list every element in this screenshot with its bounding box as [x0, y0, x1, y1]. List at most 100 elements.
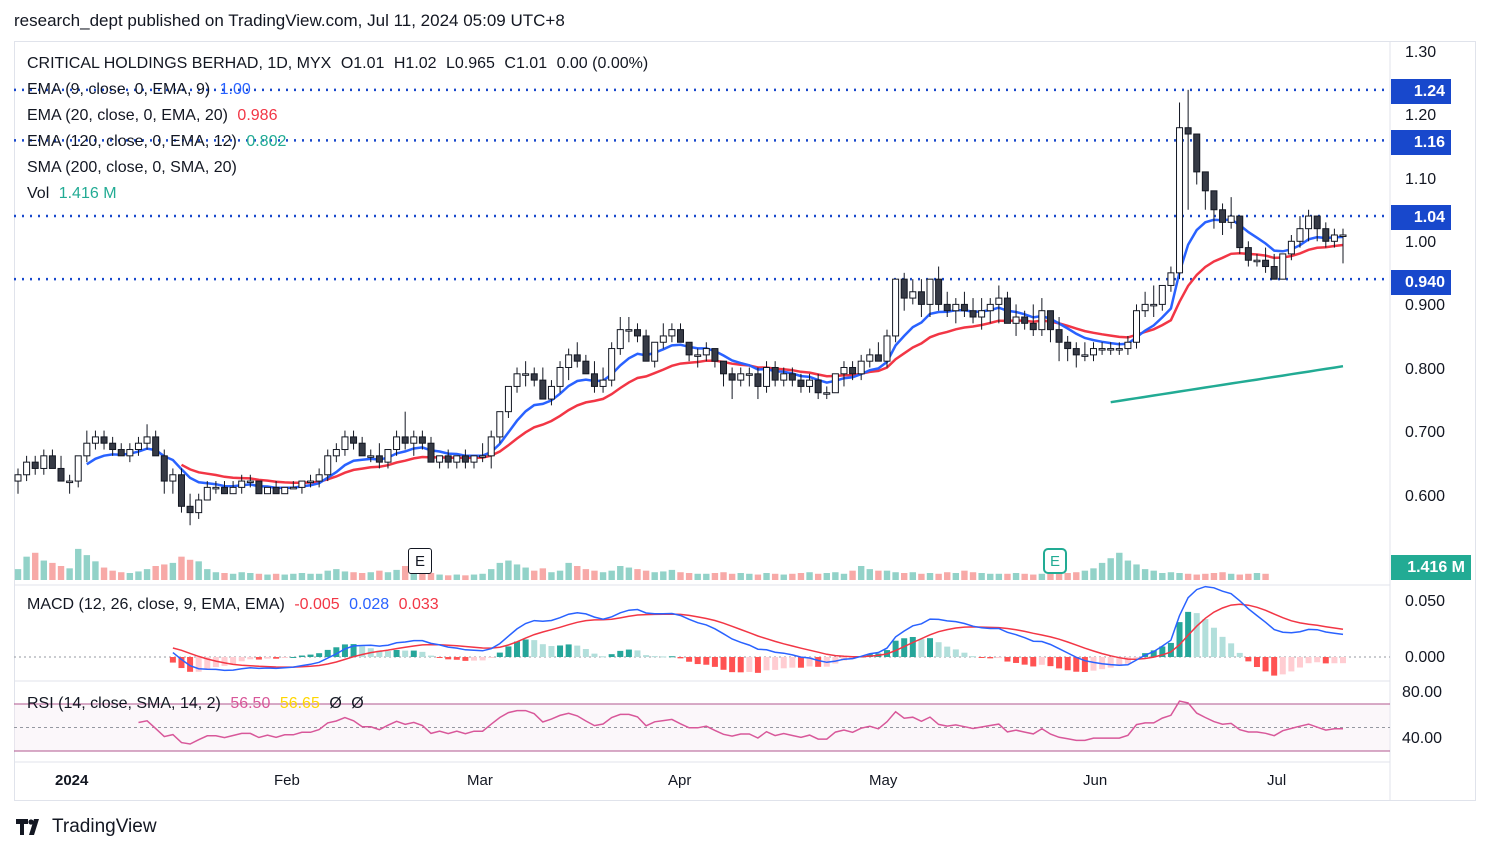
macd-signal-value: 0.033 — [398, 596, 439, 613]
candle-body — [943, 303, 951, 312]
volume-bar — [574, 566, 581, 580]
volume-bar — [1073, 572, 1080, 580]
volume-bar — [1227, 573, 1235, 580]
macd-histogram-bar — [1236, 652, 1243, 657]
legend-rsi[interactable]: RSI (14, close, SMA, 14, 2) 56.50 56.65 … — [27, 695, 369, 713]
volume-bar — [918, 573, 925, 580]
candle-body — [694, 354, 702, 357]
volume-bar — [1141, 569, 1149, 580]
legend-volume[interactable]: Vol 1.416 M — [27, 185, 122, 203]
candle-body — [203, 486, 211, 501]
earnings-marker[interactable]: E — [1043, 548, 1067, 574]
macd-histogram-bar — [1288, 657, 1295, 672]
volume-bar — [1116, 552, 1123, 580]
candle-body — [272, 486, 280, 495]
candle-body — [470, 455, 478, 463]
month-label: Mar — [467, 772, 493, 789]
macd-histogram-bar — [298, 655, 305, 657]
legend-sma200[interactable]: SMA (200, close, 0, SMA, 20) — [27, 159, 242, 177]
earnings-marker[interactable]: E — [408, 548, 432, 574]
macd-histogram-bar — [565, 644, 572, 657]
macd-histogram-bar — [1064, 657, 1071, 671]
volume-bar — [1167, 572, 1175, 580]
volume-bar — [350, 572, 357, 580]
volume-bar — [410, 569, 417, 580]
candle-body — [900, 278, 908, 299]
macd-hist-value: -0.005 — [294, 596, 340, 613]
legend-ema20[interactable]: EMA (20, close, 0, EMA, 20) 0.986 — [27, 107, 282, 125]
candle-body — [1305, 215, 1313, 230]
macd-histogram-bar — [591, 653, 598, 657]
candle-body — [410, 436, 418, 444]
rsi-tick: 40.00 — [1402, 730, 1443, 747]
month-label: Jul — [1267, 772, 1287, 789]
candle-body — [289, 486, 297, 490]
volume-bar — [444, 575, 452, 580]
candle-body — [246, 480, 254, 484]
candle-body — [1081, 354, 1089, 357]
macd-histogram-bar — [1262, 657, 1269, 672]
candle-body — [960, 303, 968, 312]
candle-body — [384, 449, 392, 463]
macd-histogram-bar — [961, 652, 968, 657]
tradingview-logo[interactable]: TradingView — [16, 816, 157, 838]
candle-body — [806, 379, 814, 387]
chart-frame[interactable] — [14, 41, 1476, 801]
candle-body — [401, 436, 409, 444]
price-tick: 0.600 — [1405, 488, 1446, 505]
month-label: Apr — [668, 772, 692, 789]
volume-bar — [892, 572, 899, 580]
macd-histogram-bar — [376, 650, 383, 657]
macd-histogram-bar — [1340, 657, 1346, 664]
symbol-name[interactable]: CRITICAL HOLDINGS BERHAD, 1D, MYX — [27, 55, 332, 72]
macd-histogram-bar — [1047, 657, 1054, 667]
volume-bar — [789, 573, 796, 580]
candle-body — [642, 335, 650, 362]
legend-macd[interactable]: MACD (12, 26, close, 9, EMA, EMA) -0.005… — [27, 596, 444, 614]
macd-histogram-bar — [1245, 657, 1252, 662]
macd-histogram-bar — [806, 657, 813, 667]
volume-bar — [556, 570, 564, 580]
candle-body — [1193, 133, 1201, 173]
macd-histogram-bar — [187, 657, 194, 672]
candle-body — [332, 449, 340, 457]
volume-bar — [677, 572, 684, 580]
macd-histogram-bar — [574, 645, 581, 657]
macd-histogram-bar — [1124, 657, 1131, 664]
candle-body — [14, 474, 22, 482]
macd-histogram-bar — [221, 657, 228, 666]
macd-histogram-bar — [1021, 657, 1028, 665]
candle-body — [358, 442, 366, 457]
volume-bar — [1047, 573, 1054, 580]
candle-body — [40, 455, 48, 469]
vol-value: 1.416 M — [58, 185, 117, 202]
macd-histogram-bar — [660, 656, 667, 658]
volume-bar — [221, 573, 228, 580]
volume-bar — [40, 560, 48, 580]
candle-body — [599, 379, 607, 387]
macd-histogram-bar — [445, 657, 452, 660]
macd-histogram-bar — [1305, 657, 1312, 664]
legend-ema9[interactable]: EMA (9, close, 0, EMA, 9) 1.00 — [27, 81, 256, 99]
month-label: 2024 — [55, 772, 89, 789]
candle-body — [66, 480, 74, 484]
macd-histogram-bar — [384, 651, 391, 657]
macd-histogram-bar — [1210, 627, 1217, 657]
macd-histogram-bar — [1279, 657, 1286, 675]
candle-body — [375, 455, 383, 463]
macd-histogram-bar — [952, 649, 959, 657]
volume-bar — [754, 574, 762, 580]
macd-histogram-bar — [195, 657, 202, 672]
legend-ema120[interactable]: EMA (120, close, 0, EMA, 12) 0.802 — [27, 133, 291, 151]
candle-body — [152, 436, 160, 457]
macd-histogram-bar — [1176, 622, 1183, 657]
candle-body — [857, 360, 865, 375]
volume-bar — [866, 569, 873, 580]
macd-histogram-bar — [410, 650, 417, 657]
volume-bar — [660, 571, 667, 580]
macd-histogram-bar — [754, 657, 761, 673]
price-tick: 0.700 — [1405, 424, 1446, 441]
volume-bar — [978, 573, 985, 580]
volume-bar — [952, 573, 960, 580]
